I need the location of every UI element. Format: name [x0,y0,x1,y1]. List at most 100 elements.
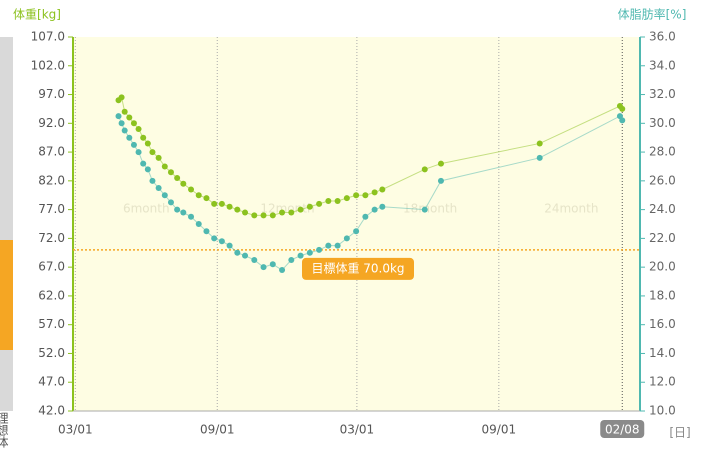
data-point [211,200,218,207]
data-point [536,140,543,147]
x-tick-label: 09/01 [200,423,235,437]
y-tick-label: 62.0 [38,288,65,302]
data-point [234,206,241,213]
data-point [149,177,156,184]
data-point [218,200,225,207]
sidebar-label: 理想体 [0,412,9,448]
data-point [144,166,151,173]
y2-tick-label: 14.0 [649,346,676,360]
y-tick-label: 47.0 [38,375,65,389]
data-point [421,166,428,173]
target-label-box [302,257,414,280]
data-point [121,108,128,115]
period-label: 24month [544,202,598,216]
data-point [288,256,295,263]
period-label: 18month [403,202,457,216]
period-label: 12month [260,202,314,216]
data-point [161,192,168,199]
data-point [180,209,187,216]
y2-tick-label: 12.0 [649,375,676,389]
data-point [269,212,276,219]
y-tick-label: 52.0 [38,346,65,360]
y-tick-label: 42.0 [38,404,65,418]
data-point [251,212,258,219]
data-point [251,256,258,263]
y-tick-label: 102.0 [31,58,65,72]
data-point [619,105,626,112]
data-point [140,134,147,141]
data-point [343,235,350,242]
data-point [325,197,332,204]
data-point [188,186,195,193]
y2-tick-label: 18.0 [649,288,676,302]
data-point [362,213,369,220]
data-point [174,206,181,213]
x-tick-label: 03/01 [340,423,375,437]
y-tick-label: 92.0 [38,116,65,130]
x-tick-label: 02/08 [605,423,640,437]
y2-tick-label: 36.0 [649,30,676,44]
data-point [306,249,313,256]
data-point [242,209,249,216]
data-point [118,94,125,101]
data-point [180,180,187,187]
y2-tick-label: 32.0 [649,87,676,101]
data-point [343,195,350,202]
data-point [126,114,133,121]
data-point [353,228,360,235]
data-point [242,252,249,259]
y-tick-label: 57.0 [38,317,65,331]
data-point [140,160,147,167]
y2-tick-label: 28.0 [649,145,676,159]
y2-tick-label: 24.0 [649,202,676,216]
data-point [316,200,323,207]
y2-tick-label: 20.0 [649,260,676,274]
data-point [279,209,286,216]
data-point [260,212,267,219]
data-point [126,134,133,141]
y-tick-label: 107.0 [31,30,65,44]
data-point [121,127,128,134]
data-point [421,206,428,213]
data-point [536,154,543,161]
x-tick-label: 09/01 [482,423,517,437]
x-unit: [日] [669,426,690,440]
data-point [334,242,341,249]
data-point [174,174,181,181]
sidebar-highlight [0,240,13,350]
data-point [135,149,142,156]
data-point [288,209,295,216]
y2-tick-label: 34.0 [649,58,676,72]
y2-axis-title: 体脂肪率[%] [618,7,687,22]
data-point [161,163,168,170]
data-point [297,206,304,213]
data-point [226,203,233,210]
data-point [379,203,386,210]
y-axis-title: 体重[kg] [13,8,61,22]
data-point [195,221,202,227]
data-point [135,126,142,133]
data-point [167,169,174,176]
data-point [218,238,225,245]
data-point [155,185,162,192]
data-point [195,192,202,199]
y2-tick-label: 22.0 [649,231,676,245]
y-tick-label: 77.0 [38,202,65,216]
data-point [437,177,444,184]
x-tick-label: 03/01 [58,423,93,437]
data-point [325,242,332,249]
data-point [203,195,210,202]
data-point [188,213,195,220]
data-point [379,186,386,193]
y-tick-label: 97.0 [38,87,65,101]
data-point [371,206,378,213]
data-point [371,189,378,196]
data-point [130,120,137,127]
data-point [155,154,162,161]
data-point [334,197,341,204]
data-point [203,228,210,235]
y2-tick-label: 26.0 [649,173,676,187]
data-point [130,141,137,148]
y-tick-label: 82.0 [38,173,65,187]
